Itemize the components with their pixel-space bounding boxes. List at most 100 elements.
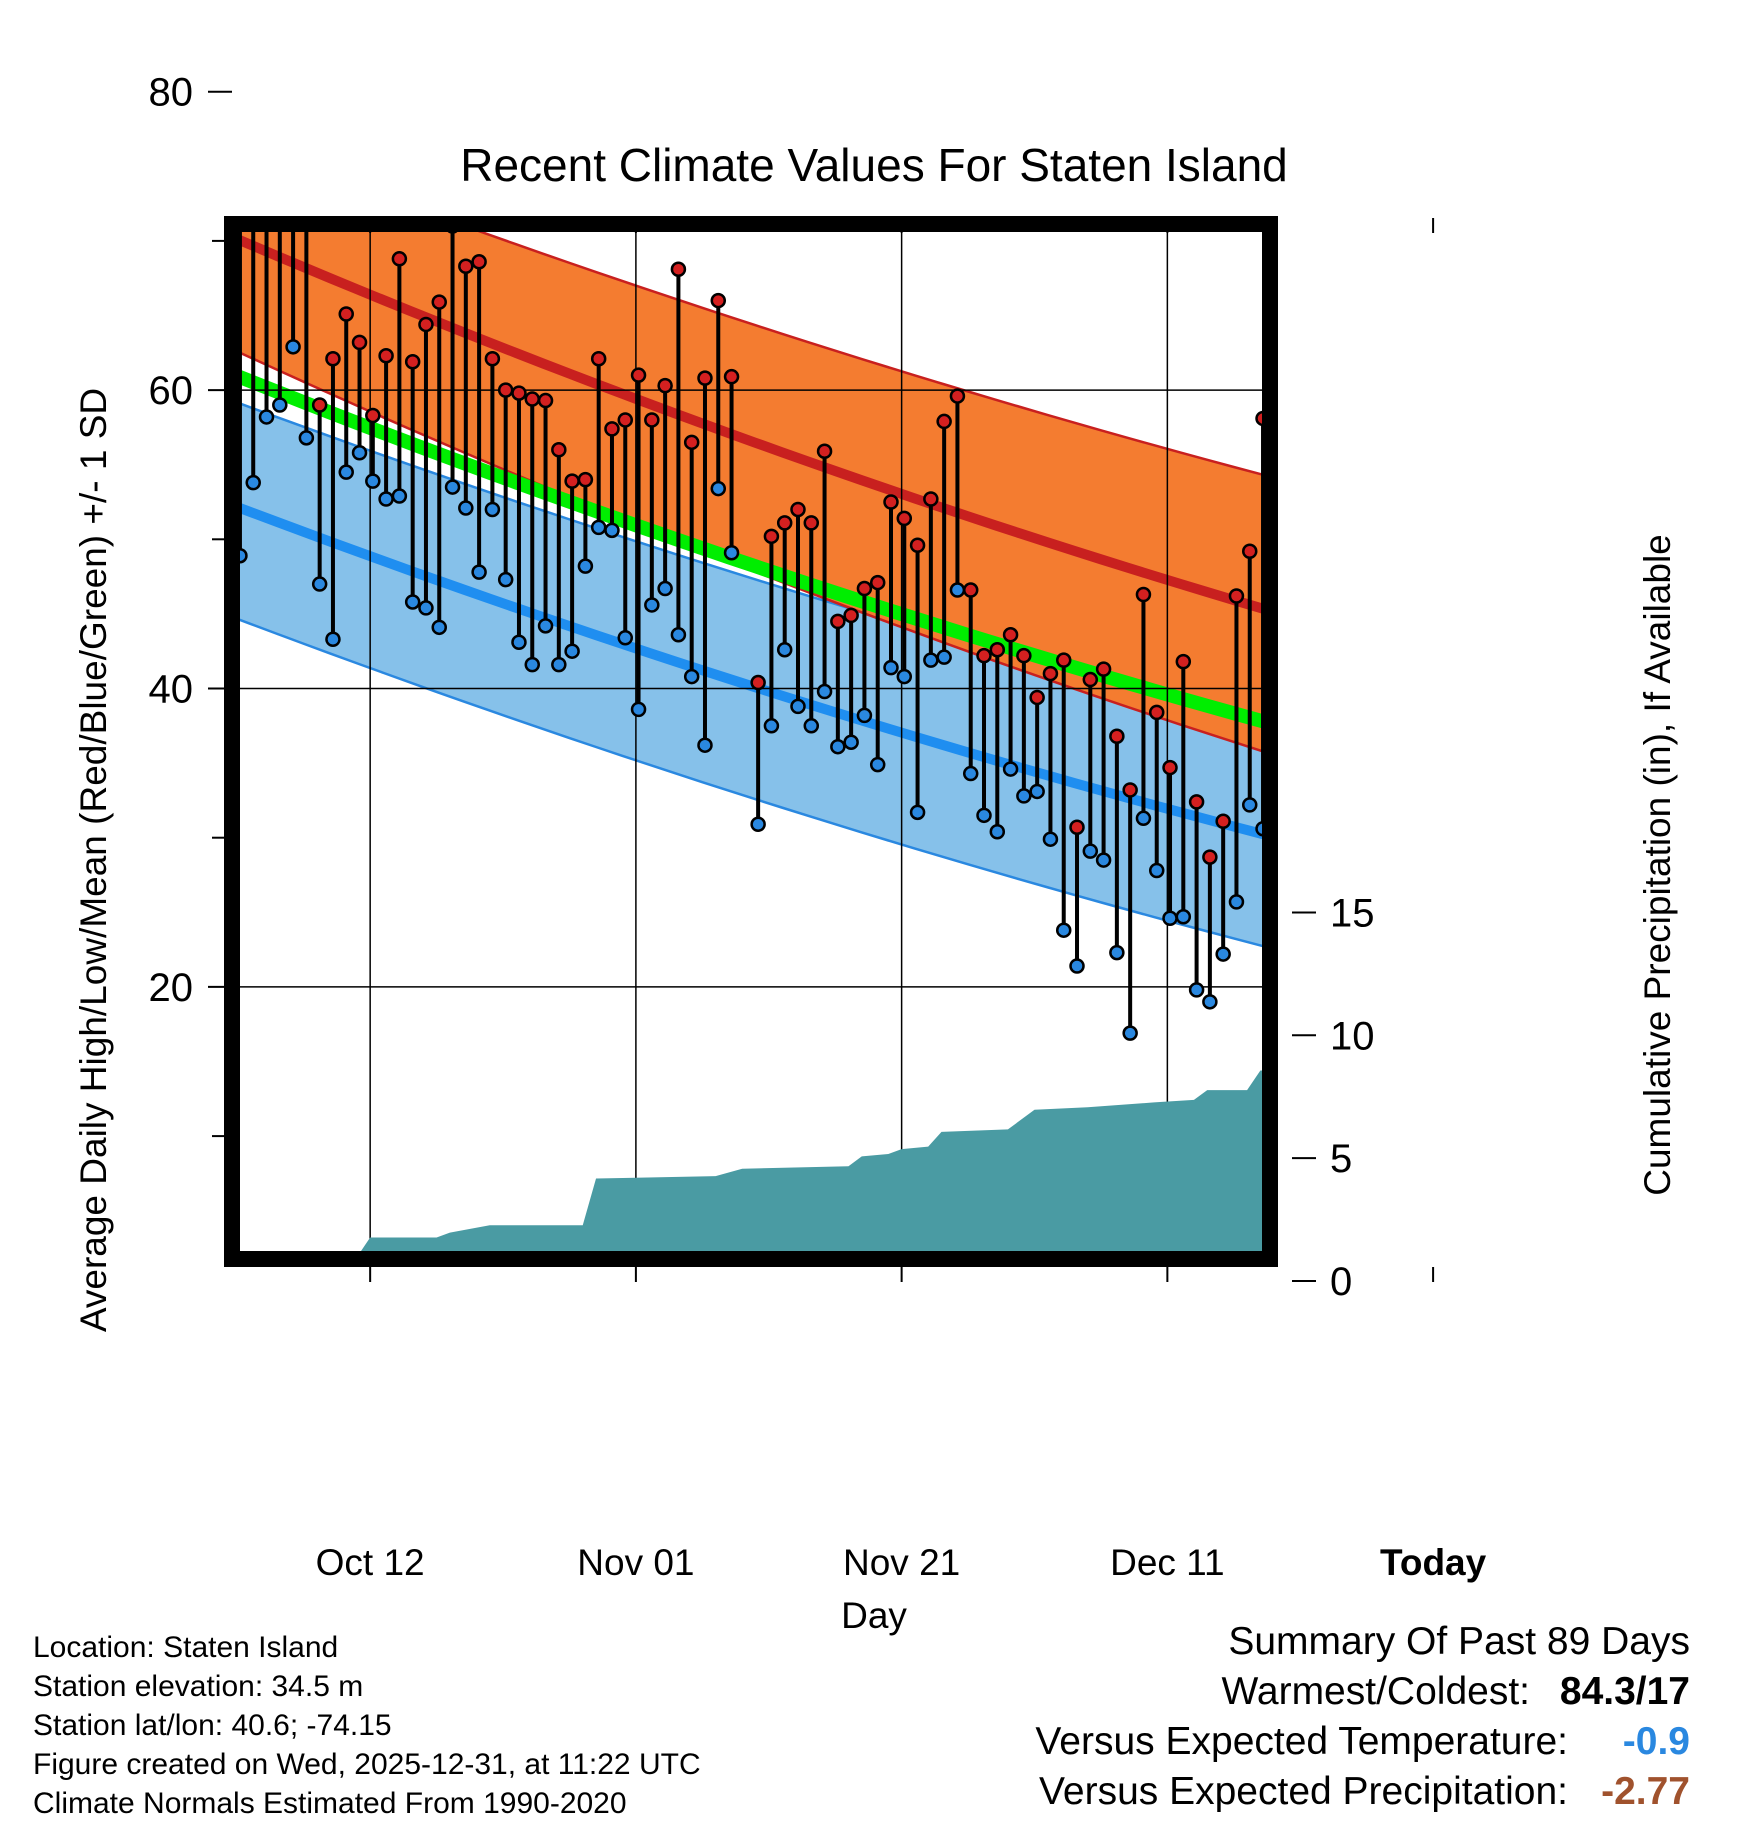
high-point-53 <box>923 491 939 507</box>
high-point-89 <box>1403 800 1416 813</box>
low-point-74 <box>1202 994 1218 1010</box>
high-point-25 <box>551 442 567 458</box>
high-point-61 <box>1029 689 1045 706</box>
high-normal-band <box>224 216 1278 757</box>
high-point-66 <box>1095 661 1112 677</box>
high-point-50 <box>883 494 899 510</box>
low-point-37 <box>710 480 727 497</box>
low-point-31 <box>630 701 647 718</box>
precip-area <box>224 1070 1278 1267</box>
summary-precip-label: Versus Expected Precipitation: <box>1039 1770 1568 1813</box>
high-point-59 <box>1002 627 1019 643</box>
low-point-12 <box>378 491 394 507</box>
high-point-26 <box>564 473 580 489</box>
y-tick-label-0: 20 <box>149 966 194 1010</box>
high-point-87 <box>1376 752 1389 765</box>
low-point-65 <box>1082 843 1099 859</box>
info-created: Figure created on Wed, 2025-12-31, at 11… <box>33 1748 701 1781</box>
low-point-44 <box>803 718 820 734</box>
high-point-81 <box>1296 719 1309 732</box>
low-point-47 <box>843 734 859 750</box>
low-point-84 <box>1336 863 1349 876</box>
low-point-53 <box>923 652 939 668</box>
low-point-3 <box>258 409 275 425</box>
high-point-29 <box>604 421 620 437</box>
low-point-87 <box>1376 962 1389 975</box>
high-point-54 <box>936 413 952 430</box>
info-normals: Climate Normals Estimated From 1990-2020 <box>33 1787 627 1820</box>
y2-tick-label-0: 0 <box>1330 1260 1352 1304</box>
high-point-35 <box>683 434 700 451</box>
high-point-63 <box>1055 652 1072 668</box>
high-point-16 <box>431 294 447 310</box>
low-point-15 <box>418 600 434 616</box>
low-point-57 <box>976 807 992 824</box>
high-point-37 <box>710 292 727 309</box>
low-point-61 <box>1029 783 1045 800</box>
high-point-12 <box>378 348 394 364</box>
low-point-4 <box>272 397 288 413</box>
info-latlon: Station lat/lon: 40.6; -74.15 <box>33 1709 392 1742</box>
low-point-67 <box>1109 944 1125 961</box>
low-point-20 <box>484 501 501 518</box>
x-tick-label-1: Nov 01 <box>577 1542 694 1583</box>
high-point-64 <box>1069 819 1085 836</box>
low-point-29 <box>604 522 620 539</box>
high-point-11 <box>365 407 381 424</box>
info-elevation: Station elevation: 34.5 m <box>33 1670 364 1703</box>
low-point-71 <box>1162 910 1178 927</box>
low-point-14 <box>404 594 421 610</box>
high-point-20 <box>484 351 501 367</box>
x-tick-label-4: Today <box>1380 1542 1487 1583</box>
x-tick-label-0: Oct 12 <box>316 1542 425 1583</box>
high-normal-mean-line <box>224 228 1278 619</box>
high-point-41 <box>763 528 780 545</box>
low-point-19 <box>471 564 487 580</box>
high-point-13 <box>391 251 408 267</box>
low-point-70 <box>1148 862 1165 879</box>
low-point-34 <box>670 627 687 643</box>
high-point-60 <box>1016 647 1032 664</box>
high-point-88 <box>1389 600 1402 613</box>
low-normal-band-lower-edge <box>224 612 1278 952</box>
high-point-43 <box>790 501 806 518</box>
low-point-82 <box>1310 788 1323 801</box>
high-point-46 <box>830 613 846 630</box>
high-point-76 <box>1228 588 1245 604</box>
window-label-0: 90 <box>1439 1379 1480 1420</box>
high-point-38 <box>723 368 740 385</box>
high-point-23 <box>524 391 541 407</box>
low-point-21 <box>497 571 514 588</box>
high-point-56 <box>962 582 979 598</box>
high-point-30 <box>617 412 634 428</box>
high-point-83 <box>1323 594 1336 607</box>
high-point-21 <box>497 382 514 398</box>
high-point-72 <box>1175 653 1192 670</box>
high-point-9 <box>338 306 354 322</box>
high-point-33 <box>657 377 673 394</box>
x-tick-label-2: Nov 21 <box>843 1542 960 1583</box>
low-point-30 <box>617 630 634 646</box>
low-point-68 <box>1122 1025 1138 1041</box>
high-point-47 <box>843 607 859 624</box>
low-point-9 <box>338 464 354 480</box>
low-point-59 <box>1002 761 1019 777</box>
low-point-10 <box>351 445 368 461</box>
high-point-73 <box>1188 794 1205 810</box>
high-point-68 <box>1122 782 1138 798</box>
low-point-33 <box>657 580 673 597</box>
low-point-26 <box>564 643 580 659</box>
high-point-24 <box>537 392 554 409</box>
x-axis-label: Day <box>841 1595 907 1636</box>
high-point-22 <box>511 385 527 401</box>
high-point-15 <box>418 316 434 333</box>
low-point-16 <box>431 619 447 636</box>
low-point-81 <box>1296 922 1309 935</box>
low-point-17 <box>444 479 461 495</box>
low-point-25 <box>551 656 567 673</box>
low-point-50 <box>883 659 899 676</box>
low-normal-band <box>224 397 1278 950</box>
high-point-32 <box>644 412 660 428</box>
